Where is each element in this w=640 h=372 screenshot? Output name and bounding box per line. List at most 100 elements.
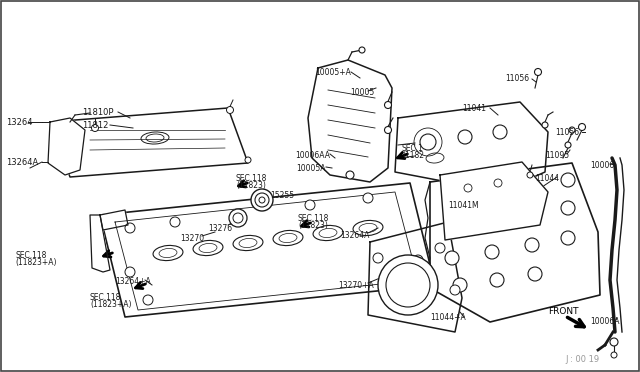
Text: 10006AA: 10006AA <box>295 151 330 160</box>
Circle shape <box>390 273 400 283</box>
Circle shape <box>420 134 436 150</box>
Circle shape <box>561 201 575 215</box>
Circle shape <box>385 102 392 109</box>
Circle shape <box>435 243 445 253</box>
Circle shape <box>534 68 541 76</box>
Text: 10005: 10005 <box>350 87 374 96</box>
Circle shape <box>464 184 472 192</box>
Circle shape <box>458 130 472 144</box>
Circle shape <box>579 124 586 131</box>
Text: 11041: 11041 <box>462 103 486 112</box>
Text: 11812: 11812 <box>82 121 108 129</box>
Circle shape <box>125 267 135 277</box>
Polygon shape <box>440 162 548 240</box>
Text: 13264: 13264 <box>6 118 33 126</box>
Text: J : 00 19: J : 00 19 <box>565 356 599 365</box>
Text: 13264+A: 13264+A <box>115 278 151 286</box>
Circle shape <box>485 185 499 199</box>
Polygon shape <box>100 210 128 230</box>
Circle shape <box>245 157 251 163</box>
Circle shape <box>542 122 548 128</box>
Text: 11044: 11044 <box>535 173 559 183</box>
Circle shape <box>527 172 533 178</box>
Circle shape <box>525 179 539 193</box>
Circle shape <box>92 125 99 131</box>
Text: 11056: 11056 <box>555 128 579 137</box>
Circle shape <box>373 253 383 263</box>
Circle shape <box>494 179 502 187</box>
Circle shape <box>233 213 243 223</box>
Circle shape <box>445 221 459 235</box>
Text: 11095: 11095 <box>545 151 569 160</box>
Circle shape <box>485 245 499 259</box>
Text: 13264A: 13264A <box>340 231 369 240</box>
Circle shape <box>305 200 315 210</box>
Text: 13270: 13270 <box>180 234 204 243</box>
Polygon shape <box>48 118 85 175</box>
Circle shape <box>414 128 442 156</box>
Text: 15255: 15255 <box>270 190 294 199</box>
Text: 13276: 13276 <box>208 224 232 232</box>
Polygon shape <box>115 192 418 310</box>
Circle shape <box>363 193 373 203</box>
Polygon shape <box>100 183 435 317</box>
Circle shape <box>445 191 459 205</box>
Circle shape <box>346 171 354 179</box>
Circle shape <box>386 263 430 307</box>
Circle shape <box>259 197 265 203</box>
Circle shape <box>125 223 135 233</box>
Text: 10005A: 10005A <box>296 164 326 173</box>
Text: 11041M: 11041M <box>448 201 479 209</box>
Circle shape <box>525 208 539 222</box>
Circle shape <box>170 217 180 227</box>
Circle shape <box>490 273 504 287</box>
Text: 10005+A: 10005+A <box>315 67 351 77</box>
Text: (11823): (11823) <box>236 180 266 189</box>
Circle shape <box>528 267 542 281</box>
Text: 10006: 10006 <box>590 160 614 170</box>
Text: (11823+A): (11823+A) <box>15 257 56 266</box>
Circle shape <box>251 189 273 211</box>
Circle shape <box>255 193 269 207</box>
Circle shape <box>569 127 575 133</box>
Circle shape <box>378 255 438 315</box>
Text: SEC.118: SEC.118 <box>298 214 330 222</box>
Text: 13264A: 13264A <box>6 157 38 167</box>
Circle shape <box>561 173 575 187</box>
Text: 11056: 11056 <box>505 74 529 83</box>
Text: FRONT: FRONT <box>548 308 579 317</box>
Circle shape <box>561 231 575 245</box>
Circle shape <box>610 338 618 346</box>
Circle shape <box>229 209 247 227</box>
Text: SEC.1: SEC.1 <box>402 144 424 153</box>
Circle shape <box>143 295 153 305</box>
Circle shape <box>611 352 617 358</box>
Polygon shape <box>395 102 548 192</box>
Polygon shape <box>368 222 462 332</box>
Text: 10006A: 10006A <box>590 317 620 327</box>
Text: (11823): (11823) <box>298 221 328 230</box>
Text: 11810P: 11810P <box>82 108 113 116</box>
Text: 13270+A: 13270+A <box>338 280 374 289</box>
Circle shape <box>445 251 459 265</box>
Circle shape <box>450 285 460 295</box>
Text: (11823+A): (11823+A) <box>90 301 131 310</box>
Polygon shape <box>308 60 392 182</box>
Text: SEC.118: SEC.118 <box>90 294 122 302</box>
Polygon shape <box>90 215 110 272</box>
Text: SEC.118: SEC.118 <box>15 250 46 260</box>
Text: SEC.118: SEC.118 <box>236 173 268 183</box>
Circle shape <box>385 126 392 134</box>
Text: (1182: (1182 <box>402 151 424 160</box>
Text: 11044+A: 11044+A <box>430 314 466 323</box>
Circle shape <box>453 278 467 292</box>
Circle shape <box>485 215 499 229</box>
Circle shape <box>227 106 234 113</box>
Circle shape <box>493 125 507 139</box>
Polygon shape <box>430 163 600 322</box>
Circle shape <box>565 142 571 148</box>
Polygon shape <box>50 108 248 177</box>
Circle shape <box>359 47 365 53</box>
Circle shape <box>413 255 423 265</box>
Circle shape <box>525 238 539 252</box>
